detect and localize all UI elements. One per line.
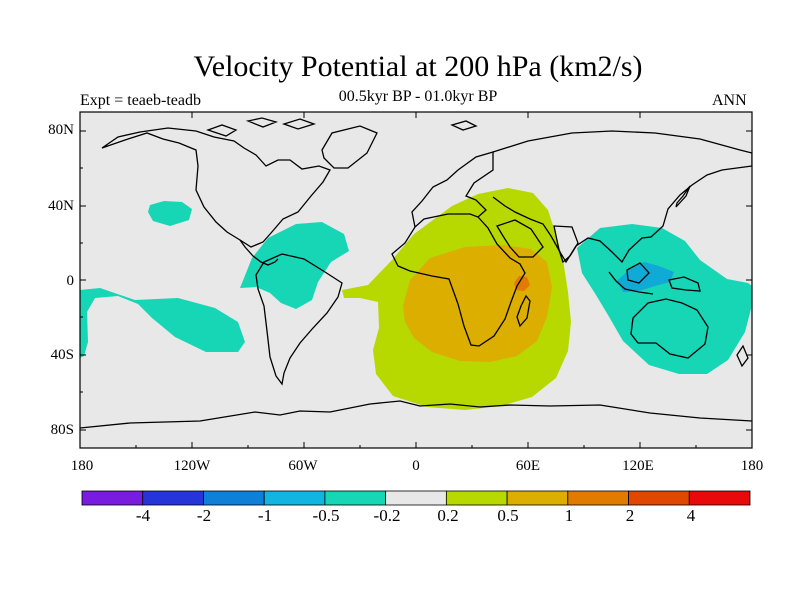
axis-ticks [80,112,752,448]
coast-south-america [255,253,343,386]
contour-negative-pacific-west [80,288,245,358]
contour-positive-0.5 [403,245,552,362]
coast-arabia [496,219,544,258]
coast-borneo [626,262,650,284]
coast-japan [675,185,691,208]
coast-new-zealand [736,344,749,368]
lon-label-120e: 120E [622,458,654,474]
colorbar-label: -4 [135,506,151,525]
map-title: Velocity Potential at 200 hPa (km2/s) [193,50,643,83]
coast-central-america [239,239,279,266]
lat-label-80n: 80N [48,122,74,138]
colorbar-label: 0.2 [437,506,459,525]
coast-europe-africa [391,213,526,347]
coast-europe [411,151,494,228]
season-label: ANN [712,92,747,109]
lon-label-120w: 120W [173,458,211,474]
colorbar-label: -0.5 [312,506,340,525]
contour-negative-pacific-north [148,201,192,226]
colorbar-swatch [81,490,144,506]
contour-negative-americas [240,222,349,309]
lat-label-40s: 40S [50,347,74,363]
experiment-label: Expt = teaeb-teadb [80,92,201,109]
colorbar-label: -0.2 [373,506,401,525]
coast-new-guinea [668,276,701,292]
lat-label-80s: 80S [50,422,74,438]
colorbar-label: 1 [564,506,574,525]
colorbar-swatch [628,490,690,506]
coast-india [553,225,579,264]
coast-greenland [321,125,378,169]
colorbar-swatch [385,490,447,506]
colorbar-swatch [506,490,569,506]
coast-sumatra-java [608,271,654,295]
colorbar-label: 4 [686,506,696,525]
coast-antarctica [80,400,752,429]
lat-label-0: 0 [66,273,75,289]
lon-label-60e: 60E [515,458,541,474]
colorbar-swatch [324,490,387,506]
coastlines [80,117,752,429]
colorbar-swatch [142,490,204,506]
colorbar-label: 0.5 [497,506,519,525]
lon-label-60w: 60W [288,458,318,474]
period-subtitle: 00.5kyr BP - 01.0kyr BP [338,88,498,105]
contour-positive-1 [514,276,530,291]
coast-north-america [101,127,331,248]
lon-label-0: 0 [412,458,420,474]
coast-arctic-islands [206,117,478,137]
colorbar-label: -2 [196,506,212,525]
colorbar [81,490,751,506]
colorbar-swatch [445,490,508,506]
coast-australia [630,298,709,359]
colorbar-swatch [688,490,751,506]
colorbar-swatch [567,490,629,506]
colorbar-label: 2 [625,506,635,525]
coast-madagascar [516,294,531,328]
lon-label-180w: 180 [70,458,94,474]
lat-label-40n: 40N [48,198,74,214]
colorbar-swatch [203,490,265,506]
coast-asia [492,130,752,264]
colorbar-label: -1 [257,506,273,525]
colorbar-swatch [263,490,326,506]
lon-label-180e: 180 [740,458,764,474]
